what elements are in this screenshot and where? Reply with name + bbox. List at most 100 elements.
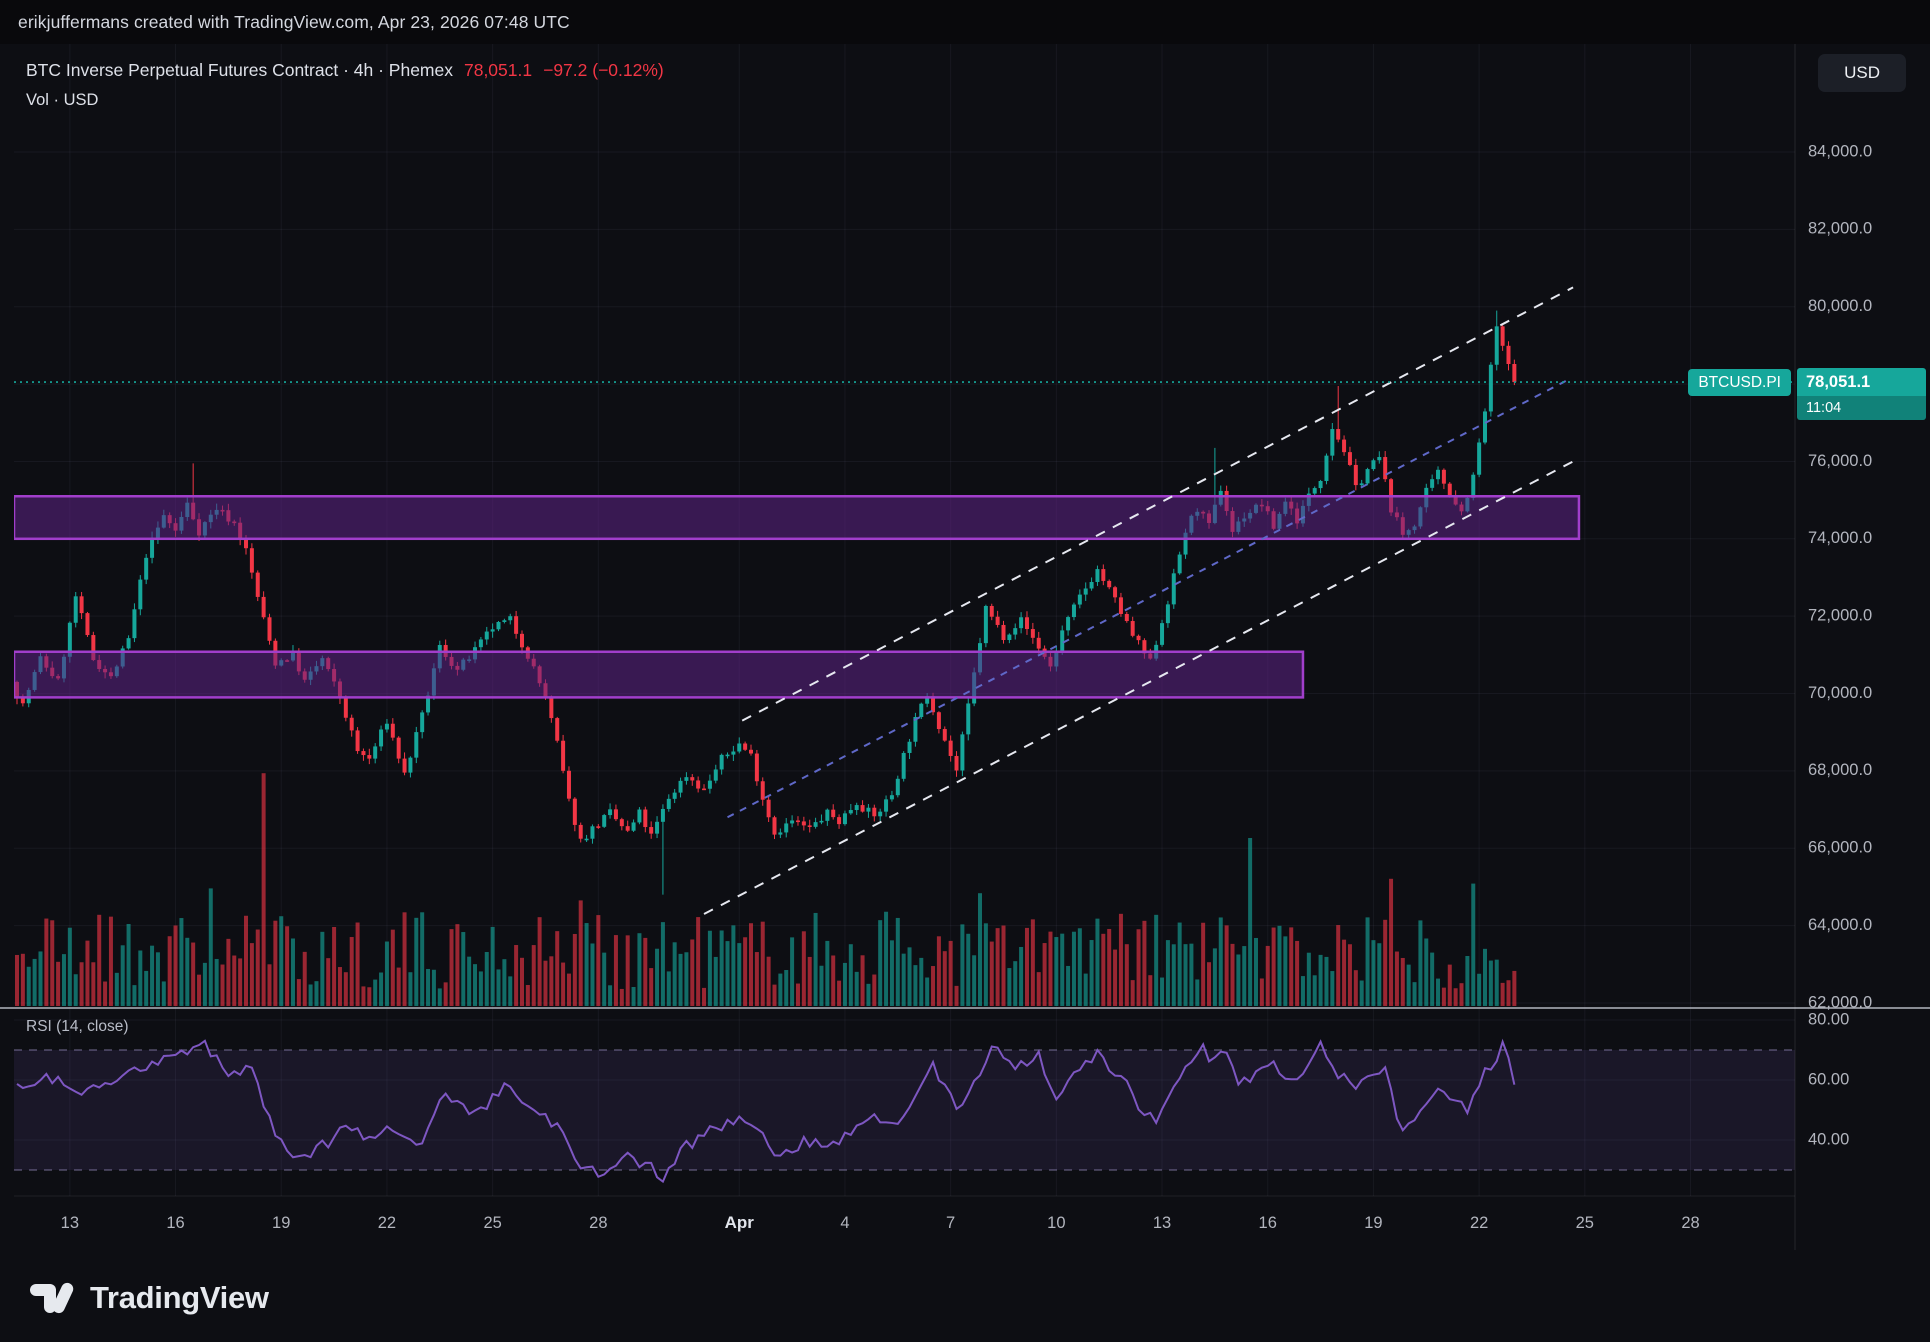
candle <box>801 816 806 831</box>
volume-bar <box>56 961 61 1006</box>
price-axis-label: 62,000.0 <box>1808 993 1872 1011</box>
volume-bar <box>813 912 818 1006</box>
candle <box>519 630 524 654</box>
volume-bar <box>807 956 812 1006</box>
channel-upper-line[interactable] <box>741 286 1574 722</box>
volume-bar <box>613 935 618 1006</box>
time-axis[interactable] <box>14 1196 1795 1250</box>
time-axis-label: 13 <box>61 1214 79 1232</box>
volume-bar <box>919 957 924 1006</box>
tradingview-wordmark: TradingView <box>90 1280 269 1315</box>
volume-bar <box>161 981 166 1006</box>
channel-median-line[interactable] <box>727 379 1568 819</box>
volume-bar <box>249 943 254 1006</box>
volume-bar <box>167 936 172 1006</box>
candle <box>1500 323 1505 351</box>
volume-bar <box>543 960 548 1006</box>
candle <box>884 795 889 817</box>
currency-toggle-button[interactable]: USD <box>1818 54 1906 92</box>
candle <box>1441 468 1446 490</box>
time-axis-label: 16 <box>1259 1214 1277 1232</box>
candle <box>1083 582 1088 601</box>
volume-bar <box>420 912 425 1006</box>
candle <box>1130 616 1135 638</box>
volume-bar <box>455 924 460 1006</box>
volume-bar <box>719 930 724 1006</box>
volume-bar <box>878 920 883 1006</box>
lower-demand-zone[interactable] <box>14 650 1305 699</box>
candle <box>690 774 695 786</box>
upper-supply-zone[interactable] <box>14 495 1581 541</box>
volume-bar <box>637 933 642 1006</box>
volume-bar <box>913 965 918 1006</box>
candle <box>578 822 583 843</box>
candle <box>390 718 395 741</box>
volume-bar <box>1259 978 1264 1006</box>
volume-bar <box>831 955 836 1006</box>
candle <box>713 764 718 784</box>
candle <box>702 784 707 791</box>
candle <box>1071 602 1076 621</box>
chart-pane[interactable] <box>14 44 1795 1196</box>
volume-bar <box>349 937 354 1006</box>
volume-bar <box>1036 972 1041 1006</box>
candle <box>901 751 906 782</box>
candle <box>596 824 601 829</box>
volume-bar <box>308 984 313 1006</box>
rsi-indicator-label[interactable]: RSI (14, close) <box>26 1018 129 1035</box>
candle <box>637 807 642 825</box>
volume-bar <box>519 957 524 1006</box>
volume-bar <box>302 951 307 1006</box>
volume-bar <box>50 920 55 1006</box>
volume-bar <box>202 962 207 1006</box>
volume-bar <box>402 912 407 1006</box>
candle <box>1430 474 1435 492</box>
price-axis-label: 66,000.0 <box>1808 839 1872 857</box>
candle <box>1347 446 1352 467</box>
price-axis-label: 68,000.0 <box>1808 761 1872 779</box>
volume-bar <box>1300 976 1305 1006</box>
volume-bar <box>1177 922 1182 1006</box>
volume-bar <box>1494 959 1499 1006</box>
candle <box>1506 341 1511 371</box>
candle <box>1512 359 1517 386</box>
volume-indicator-legend[interactable]: Vol · USD <box>26 90 99 109</box>
candle <box>960 731 965 777</box>
volume-bar <box>1013 961 1018 1006</box>
volume-bar <box>901 953 906 1006</box>
volume-bar <box>91 962 96 1006</box>
rsi-line <box>16 1038 1516 1184</box>
price-axis[interactable] <box>1795 44 1930 1250</box>
volume-bar <box>1500 982 1505 1006</box>
volume-bar <box>801 931 806 1006</box>
volume-bar <box>948 940 953 1006</box>
last-price-axis-value: 78,051.1 <box>1806 373 1871 391</box>
candle <box>966 698 971 741</box>
volume-bar <box>1124 944 1129 1006</box>
candle <box>549 695 554 723</box>
price-change-value: −97.2 (−0.12%) <box>543 60 664 80</box>
volume-bar <box>766 956 771 1006</box>
volume-bar <box>502 959 507 1006</box>
price-axis-label: 84,000.0 <box>1808 142 1872 160</box>
volume-bar <box>537 917 542 1006</box>
volume-bar <box>384 941 389 1006</box>
time-axis-label: 28 <box>1681 1214 1699 1232</box>
volume-bar <box>255 929 260 1006</box>
volume-bar <box>760 921 765 1006</box>
candle <box>1077 589 1082 609</box>
candle <box>889 790 894 802</box>
volume-bar <box>1001 925 1006 1006</box>
candle <box>608 803 613 819</box>
candle <box>402 752 407 776</box>
symbol-title[interactable]: BTC Inverse Perpetual Futures Contract ·… <box>26 60 453 80</box>
volume-bar <box>1077 928 1082 1006</box>
volume-bar <box>332 926 337 1006</box>
candle <box>144 553 149 585</box>
volume-bar <box>561 962 566 1006</box>
price-line-symbol-badge: BTCUSD.PI <box>1688 369 1791 396</box>
candle <box>1007 633 1012 644</box>
volume-bar <box>631 986 636 1006</box>
tradingview-watermark[interactable]: TradingView <box>30 1278 269 1318</box>
volume-bar <box>1066 965 1071 1006</box>
